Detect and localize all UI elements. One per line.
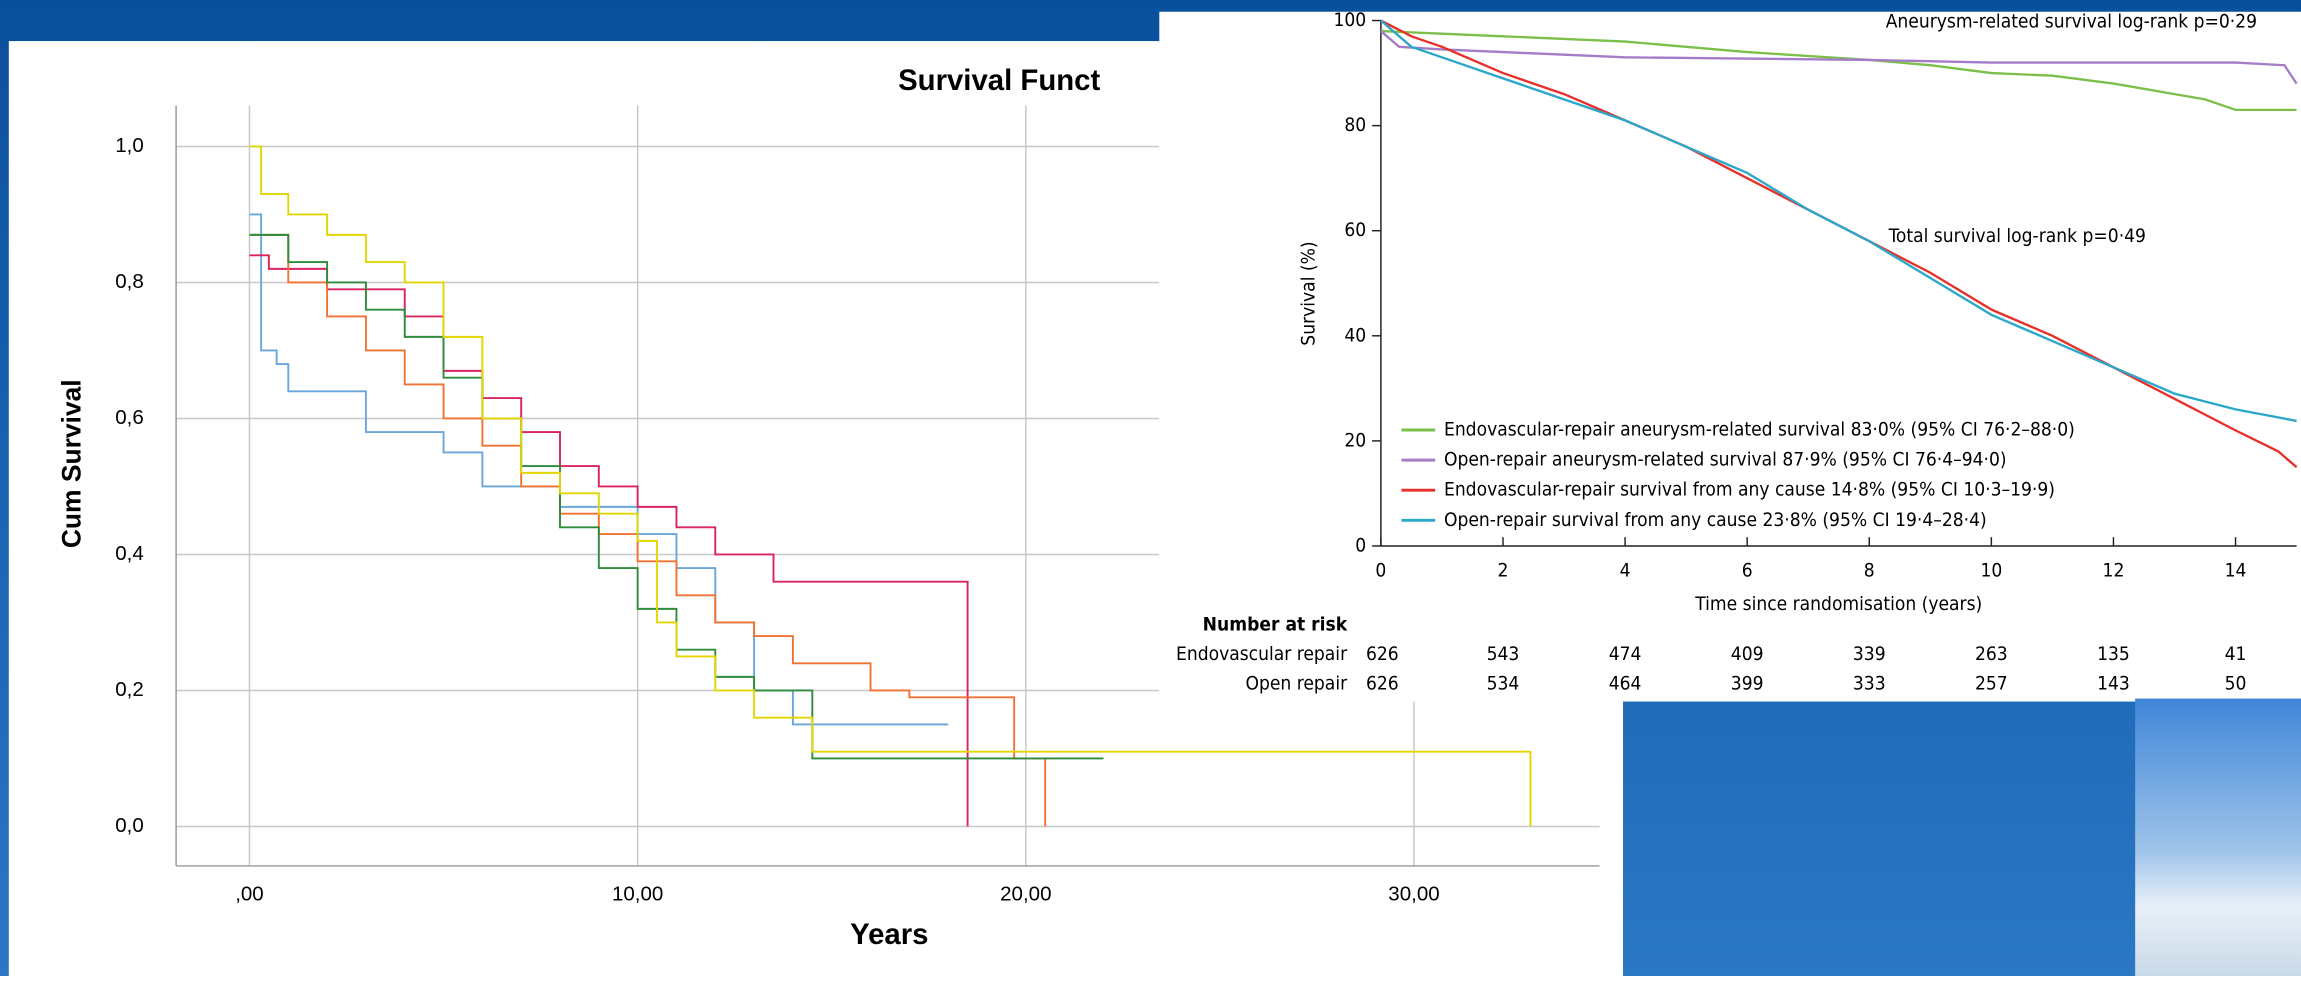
risk-count: 339	[1853, 643, 1886, 665]
y-tick-label: 0,2	[115, 678, 144, 701]
risk-count: 50	[2225, 672, 2247, 694]
x-tick-label: 14	[2225, 559, 2247, 581]
x-tick-label: 2	[1498, 559, 1509, 581]
risk-count: 626	[1366, 643, 1399, 665]
risk-count: 464	[1609, 672, 1642, 694]
legend-label: Endovascular-repair survival from any ca…	[1444, 479, 2055, 501]
risk-count: 263	[1975, 643, 2008, 665]
x-axis-label: Time since randomisation (years)	[1694, 593, 1982, 615]
risk-row-label: Endovascular repair	[1176, 643, 1348, 665]
y-tick-label: 0,6	[115, 406, 144, 429]
y-tick-label: 60	[1344, 219, 1366, 241]
y-tick-label: 0	[1355, 534, 1366, 556]
x-tick-label: 4	[1620, 559, 1631, 581]
risk-count: 534	[1487, 672, 1520, 694]
annotation: Total survival log-rank p=0·49	[1888, 225, 2146, 247]
y-tick-label: 100	[1333, 9, 1366, 31]
x-tick-label: ,00	[235, 883, 264, 906]
risk-row-label: Open repair	[1245, 672, 1348, 694]
risk-count: 143	[2097, 672, 2130, 694]
y-tick-label: 0,0	[115, 814, 144, 837]
risk-count: 333	[1853, 672, 1886, 694]
risk-count: 399	[1731, 672, 1764, 694]
y-tick-label: 0,8	[115, 270, 144, 293]
series-line	[1380, 29, 2297, 112]
risk-title: Number at risk	[1203, 614, 1348, 636]
y-tick-label: 80	[1344, 114, 1366, 136]
x-tick-label: 10	[1980, 559, 2002, 581]
series-line	[249, 145, 1532, 827]
legend-label: Open-repair aneurysm-related survival 87…	[1444, 449, 2007, 471]
x-tick-label: 12	[2103, 559, 2125, 581]
right-panel	[1159, 11, 2301, 702]
x-axis-label: Years	[850, 918, 928, 951]
y-axis-label: Cum Survival	[56, 379, 86, 548]
x-tick-label: 6	[1742, 559, 1753, 581]
chart-title: Survival Funct	[898, 64, 1100, 97]
y-tick-label: 40	[1344, 324, 1366, 346]
risk-count: 135	[2097, 643, 2130, 665]
annotation: Aneurysm-related survival log-rank p=0·2…	[1886, 11, 2257, 33]
risk-count: 257	[1975, 672, 2008, 694]
risk-count: 409	[1731, 643, 1764, 665]
legend-label: Open-repair survival from any cause 23·8…	[1444, 509, 1987, 531]
risk-count: 41	[2225, 643, 2247, 665]
snow-image	[2135, 698, 2301, 976]
y-axis-label: Survival (%)	[1297, 241, 1319, 345]
y-tick-label: 20	[1344, 429, 1366, 451]
series-line	[1380, 19, 2297, 423]
risk-count: 543	[1487, 643, 1520, 665]
x-tick-label: 10,00	[612, 883, 663, 906]
x-tick-label: 20,00	[1000, 883, 1051, 906]
x-tick-label: 0	[1375, 559, 1386, 581]
y-tick-label: 1,0	[115, 134, 144, 157]
x-tick-label: 8	[1864, 559, 1875, 581]
risk-count: 474	[1609, 643, 1642, 665]
legend-label: Endovascular-repair aneurysm-related sur…	[1444, 419, 2075, 441]
right-chart: 0 20 40 60 80 100 0 2 4 6 8 10 12 14 Time since random…	[1176, 9, 2298, 694]
x-tick-label: 30,00	[1388, 883, 1439, 906]
y-tick-label: 0,4	[115, 542, 144, 565]
series-line	[1380, 30, 2298, 85]
series-line	[249, 233, 1104, 760]
risk-count: 626	[1366, 672, 1399, 694]
